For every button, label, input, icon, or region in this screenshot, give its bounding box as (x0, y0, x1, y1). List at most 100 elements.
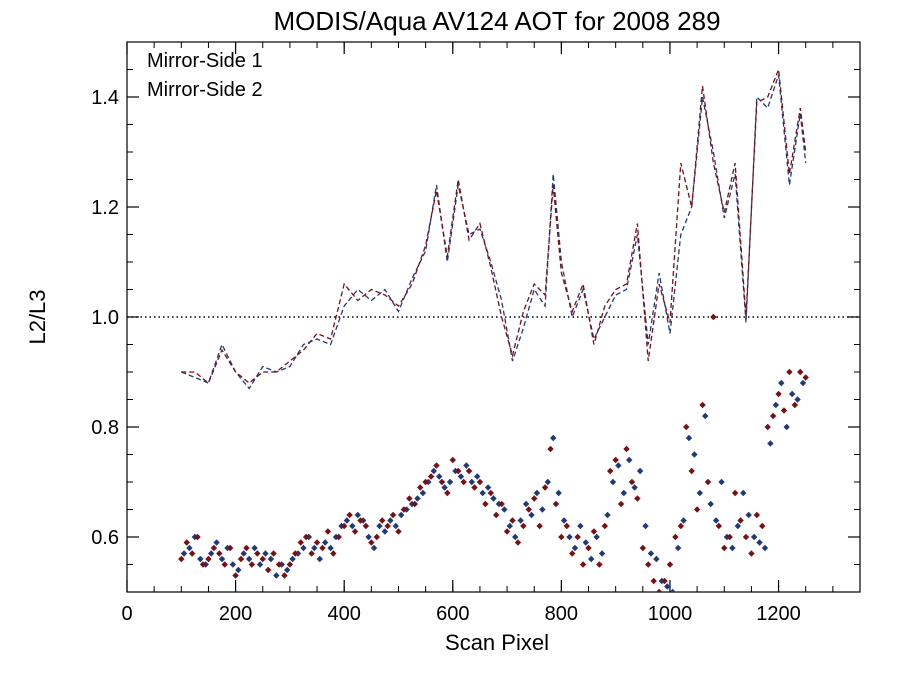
data-point-mirror-side-2 (623, 445, 630, 453)
data-point-mirror-side-1 (674, 544, 682, 552)
data-point-mirror-side-1 (593, 533, 600, 541)
data-point-mirror-side-2 (759, 522, 766, 530)
data-point-mirror-side-1 (311, 544, 318, 552)
data-point-mirror-side-2 (493, 511, 500, 519)
data-point-mirror-side-1 (218, 555, 226, 563)
data-point-mirror-side-2 (742, 533, 750, 541)
x-tick-label: 0 (121, 603, 132, 625)
data-point-mirror-side-1 (702, 412, 709, 420)
data-point-mirror-side-2 (764, 423, 771, 431)
data-point-mirror-side-2 (351, 528, 359, 535)
data-point-mirror-side-2 (205, 555, 212, 563)
data-point-mirror-side-2 (650, 577, 657, 585)
data-point-mirror-side-1 (180, 550, 188, 557)
data-point-mirror-side-2 (210, 544, 218, 552)
x-tick-label: 800 (545, 603, 578, 625)
data-point-mirror-side-2 (666, 561, 674, 568)
data-point-mirror-side-1 (186, 544, 193, 552)
data-point-mirror-side-1 (615, 462, 622, 469)
data-point-mirror-side-1 (528, 511, 535, 519)
data-point-mirror-side-2 (286, 561, 294, 568)
data-point-mirror-side-1 (582, 539, 590, 546)
data-point-mirror-side-2 (460, 478, 467, 486)
data-point-mirror-side-2 (417, 484, 424, 491)
data-point-mirror-side-2 (254, 550, 261, 557)
data-point-mirror-side-2 (607, 467, 614, 475)
data-point-mirror-side-1 (745, 511, 752, 519)
data-point-mirror-side-1 (197, 555, 204, 563)
data-point-mirror-side-1 (457, 473, 465, 480)
data-point-mirror-side-2 (270, 550, 277, 557)
data-point-mirror-side-1 (430, 467, 437, 475)
plot-layer: 0 200 400 600 800 1000 1200 0.6 0.8 1.0 1.2 1.4 (91, 41, 861, 625)
data-point-mirror-side-1 (397, 511, 405, 519)
data-point-mirror-side-2 (384, 522, 391, 530)
data-point-mirror-side-1 (354, 511, 361, 519)
data-point-mirror-side-2 (465, 467, 473, 475)
series-line-mirror-side-2 (181, 69, 807, 385)
data-point-mirror-side-2 (634, 495, 641, 502)
data-point-mirror-side-1 (517, 517, 524, 524)
data-point-mirror-side-1 (642, 522, 649, 530)
data-point-mirror-side-1 (474, 473, 481, 480)
data-point-mirror-side-2 (226, 544, 234, 552)
data-point-mirror-side-1 (387, 517, 394, 524)
data-point-mirror-side-2 (574, 533, 581, 541)
data-point-mirror-side-2 (802, 374, 809, 381)
data-point-mirror-side-2 (688, 467, 695, 475)
data-point-mirror-side-1 (729, 544, 736, 552)
data-point-mirror-side-2 (797, 368, 804, 376)
data-point-mirror-side-2 (487, 489, 494, 497)
y-tick-label: 1.4 (91, 87, 119, 109)
data-point-mirror-side-1 (761, 544, 769, 552)
data-point-mirror-side-1 (235, 566, 242, 574)
data-point-mirror-side-1 (229, 561, 237, 568)
data-point-mirror-side-1 (207, 550, 215, 557)
data-point-mirror-side-2 (368, 539, 375, 546)
x-tick-label: 600 (436, 603, 469, 625)
data-point-mirror-side-1 (370, 544, 378, 552)
data-point-mirror-side-1 (550, 434, 557, 442)
data-point-mirror-side-2 (275, 561, 283, 568)
data-point-mirror-side-2 (297, 539, 304, 546)
data-point-mirror-side-1 (240, 550, 247, 557)
x-tick-label: 400 (327, 603, 360, 625)
legend-entry-mirror-side-1: Mirror-Side 1 (147, 50, 263, 72)
data-point-mirror-side-2 (780, 407, 788, 414)
data-point-mirror-side-1 (539, 506, 546, 513)
data-point-mirror-side-2 (503, 528, 511, 535)
y-tick-label: 1.2 (91, 197, 119, 219)
data-point-mirror-side-1 (468, 478, 475, 486)
data-point-mirror-side-2 (791, 401, 799, 409)
data-point-mirror-side-1 (316, 555, 323, 563)
data-point-mirror-side-2 (346, 511, 353, 519)
data-point-mirror-side-1 (604, 511, 611, 519)
data-point-mirror-side-1 (794, 396, 801, 403)
data-point-mirror-side-1 (631, 484, 638, 491)
data-point-mirror-side-2 (601, 522, 609, 530)
data-point-mirror-side-2 (563, 522, 570, 530)
data-point-mirror-side-1 (446, 478, 454, 486)
data-point-mirror-side-1 (680, 517, 687, 524)
data-point-mirror-side-1 (560, 517, 568, 524)
data-point-mirror-side-2 (482, 500, 489, 508)
data-point-mirror-side-1 (392, 522, 399, 530)
data-point-mirror-side-2 (721, 544, 728, 552)
data-point-mirror-side-1 (750, 533, 758, 541)
data-point-mirror-side-2 (313, 539, 321, 546)
data-point-mirror-side-2 (357, 517, 364, 524)
data-point-mirror-side-1 (653, 555, 660, 563)
data-point-mirror-side-2 (748, 550, 755, 557)
data-point-mirror-side-2 (628, 478, 636, 486)
data-point-mirror-side-2 (552, 500, 560, 508)
data-point-mirror-side-2 (715, 522, 723, 530)
data-point-mirror-side-2 (645, 561, 652, 568)
data-point-mirror-side-2 (188, 550, 196, 557)
data-point-mirror-side-2 (389, 511, 397, 519)
legend-entry-mirror-side-2: Mirror-Side 2 (147, 79, 263, 101)
plot-frame (126, 41, 861, 593)
data-point-mirror-side-1 (512, 533, 519, 541)
data-point-mirror-side-2 (427, 473, 435, 480)
